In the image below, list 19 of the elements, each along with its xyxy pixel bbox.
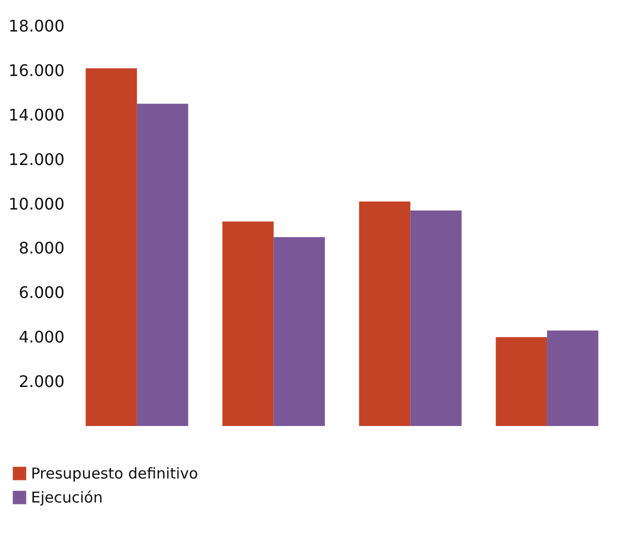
y-tick-label: 8.000	[18, 238, 64, 258]
legend-label: Ejecución	[31, 488, 103, 506]
bar	[359, 202, 410, 426]
y-tick-label: 4.000	[18, 328, 64, 347]
y-tick-label: 2.000	[18, 372, 64, 392]
y-tick-label: 14.000	[8, 105, 64, 124]
y-tick-label: 10.000	[8, 194, 64, 214]
bar	[547, 330, 598, 426]
y-tick-label: 16.000	[8, 60, 64, 80]
y-tick-label: 18.000	[8, 16, 64, 36]
y-tick-label: 6.000	[18, 283, 64, 302]
bar	[274, 237, 325, 426]
legend-label: Presupuesto definitivo	[31, 464, 198, 482]
bar	[410, 210, 462, 426]
y-tick-label: 12.000	[8, 150, 64, 169]
bar	[136, 104, 188, 426]
bar	[222, 222, 274, 426]
bar	[496, 337, 548, 426]
bar	[86, 68, 137, 426]
